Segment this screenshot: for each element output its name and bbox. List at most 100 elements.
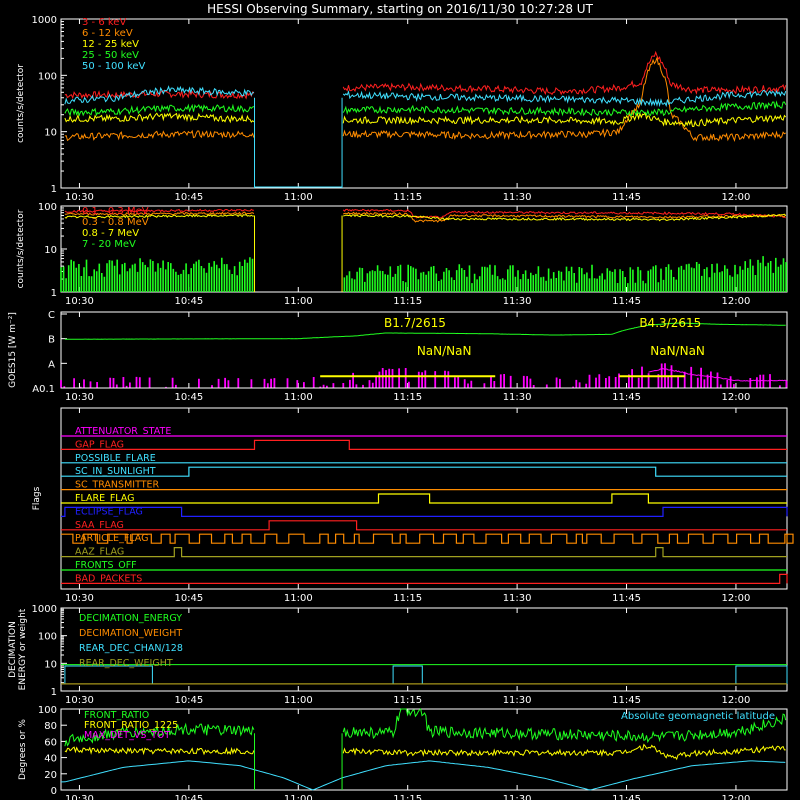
- panel-goes-xtick-label: 10:30: [65, 392, 94, 403]
- flag-label: GAP_FLAG: [75, 439, 124, 450]
- panel-goes-ytick-label: B: [48, 335, 55, 346]
- panel-flags-xtick-label: 11:15: [393, 593, 422, 604]
- panel-high-energy-ytick-label: 1: [51, 288, 57, 299]
- panel-decimation-xtick-label: 11:30: [503, 695, 532, 706]
- panel-low-energy-ytick-label: 1000: [32, 15, 57, 26]
- panel-ratios-ytick-label: 0: [51, 786, 57, 797]
- goes-short-channel-line: [648, 367, 787, 382]
- panel-ratios-frame: [60, 708, 788, 791]
- series-line-50-100keV: [64, 85, 787, 108]
- panel-low-energy-xtick-label: 11:30: [503, 192, 532, 203]
- flag-trace: [61, 573, 788, 584]
- legend-entry: 3 - 6 keV: [82, 17, 126, 28]
- panel-goes-xtick-label: 10:45: [174, 392, 203, 403]
- flag-label: SAA_FLAG: [75, 520, 124, 531]
- flag-label: SC_TRANSMITTER: [75, 480, 160, 491]
- panel-low-energy-ytick-label: 100: [38, 71, 57, 82]
- flag-label: BAD_PACKETS: [75, 573, 142, 584]
- legend-entry: 12 - 25 keV: [82, 39, 139, 50]
- flag-label: ATTENUATOR_STATE: [75, 426, 171, 437]
- panel-goes-xtick-label: 11:45: [612, 392, 641, 403]
- panel-decimation-frame: [60, 607, 788, 692]
- series-line-7-20MeV: [60, 256, 787, 292]
- panel-low-energy-xtick-label: 11:00: [284, 192, 313, 203]
- panel-ratios-ylabel: Degrees or %: [18, 719, 28, 780]
- flag-trace: [61, 547, 787, 558]
- panel-ratios-ytick-label: 20: [44, 770, 57, 781]
- front-ratio-line: [64, 708, 787, 747]
- panel-low-energy-xtick-label: 11:15: [393, 192, 422, 203]
- series-line-0.3-0.8MeV: [64, 211, 787, 223]
- panel-goes-ytick-label: A0.1: [32, 384, 55, 395]
- panel-flags-frame: [60, 407, 788, 590]
- panel-goes-xtick-label: 12:00: [722, 392, 751, 403]
- goes-short-channel-bars: [60, 363, 788, 388]
- panel-low-energy-frame: [60, 18, 788, 189]
- legend-entry: REAR_DEC_WEIGHT: [79, 658, 173, 669]
- panel-goes-xtick-label: 11:15: [393, 392, 422, 403]
- series-line-0.8-7MeV: [64, 213, 787, 222]
- legend-entry: 0.1 - 0.3 MeV: [82, 206, 149, 217]
- panel-flags-xtick-label: 11:30: [503, 593, 532, 604]
- legend-entry: 0.8 - 7 MeV: [82, 228, 139, 239]
- panel-low-energy-xtick-label: 11:45: [612, 192, 641, 203]
- panel-ratios-xtick-label: 12:00: [722, 794, 751, 800]
- panel-ratios-ytick-label: 60: [44, 737, 57, 748]
- flag-trace: [61, 533, 794, 544]
- series-line-25-50keV: [64, 100, 787, 117]
- panel-low-energy-xtick-label: 12:00: [722, 192, 751, 203]
- panel-goes-ytick-label: A: [48, 359, 55, 370]
- geomagnetic-latitude-line: [61, 760, 786, 791]
- panel-ratios-xtick-label: 11:00: [284, 794, 313, 800]
- legend-entry: 0.3 - 0.8 MeV: [82, 217, 149, 228]
- flag-label: FRONTS_OFF: [75, 560, 137, 571]
- panel-decimation-ylabel: ENERGY or weight: [18, 608, 28, 690]
- panel-low-energy-ytick-label: 10: [44, 128, 57, 139]
- panel-ratios-ytick-label: 80: [44, 721, 57, 732]
- panel-high-energy-xtick-label: 10:45: [174, 296, 203, 307]
- panel-decimation-ytick-label: 100: [38, 632, 57, 643]
- panel-ratios-ytick-label: 100: [38, 705, 57, 716]
- series-line-12-25keV: [64, 111, 787, 128]
- flag-trace: [61, 520, 787, 531]
- flag-label: FLARE_FLAG: [75, 493, 135, 504]
- legend-entry: 6 - 12 keV: [82, 28, 133, 39]
- flag-label: ECLIPSE_FLAG: [75, 506, 143, 517]
- panel-goes-xtick-label: 11:30: [503, 392, 532, 403]
- panel-ratios-xtick-label: 10:30: [65, 794, 94, 800]
- panel-low-energy-ytick-label: 1: [51, 184, 57, 195]
- legend-entry: FRONT_RATIO: [84, 710, 149, 721]
- panel-decimation-xtick-label: 11:00: [284, 695, 313, 706]
- panel-low-energy-xtick-label: 10:45: [174, 192, 203, 203]
- flag-label: PARTICLE_FLAG: [75, 533, 148, 544]
- goes-annotation: B1.7/2615: [384, 316, 446, 330]
- panel-flags-xtick-label: 10:30: [65, 593, 94, 604]
- legend-entry: DECIMATION_ENERGY: [79, 613, 182, 624]
- panel-ratios-xtick-label: 11:45: [612, 794, 641, 800]
- panel-ratios-ytick-label: 40: [44, 754, 57, 765]
- legend-entry: FRONT_RATIO_1225: [84, 720, 178, 731]
- flag-label: SC_IN_SUNLIGHT: [75, 466, 156, 477]
- panel-high-energy-ytick-label: 100: [38, 202, 57, 213]
- goes-annotation: B4.3/2615: [639, 316, 701, 330]
- goes-annotation: NaN/NaN: [417, 344, 472, 358]
- panel-flags-xtick-label: 10:45: [174, 593, 203, 604]
- panel-goes-ylabel: GOES15 [W m⁻²]: [8, 312, 18, 388]
- legend-entry: 25 - 50 keV: [82, 50, 139, 61]
- figure-title: HESSI Observing Summary, starting on 201…: [207, 2, 593, 16]
- panel-decimation-xtick-label: 10:45: [174, 695, 203, 706]
- panel-decimation-ytick-label: 1000: [32, 604, 57, 615]
- panel-decimation-xtick-label: 11:45: [612, 695, 641, 706]
- panel-ratios-xtick-label: 11:30: [503, 794, 532, 800]
- panel-high-energy-ytick-label: 10: [44, 245, 57, 256]
- panel-high-energy-xtick-label: 11:30: [503, 296, 532, 307]
- series-line-3-6keV: [64, 50, 787, 100]
- panel-decimation-ylabel: DECIMATION: [8, 621, 18, 678]
- front-ratio-1225-line: [64, 743, 786, 761]
- legend-entry: REAR_DEC_CHAN/128: [79, 643, 183, 654]
- legend-entry: 7 - 20 MeV: [82, 239, 136, 250]
- panel-flags-ylabel: Flags: [32, 486, 42, 510]
- panel-ratios-xtick-label: 10:45: [174, 794, 203, 800]
